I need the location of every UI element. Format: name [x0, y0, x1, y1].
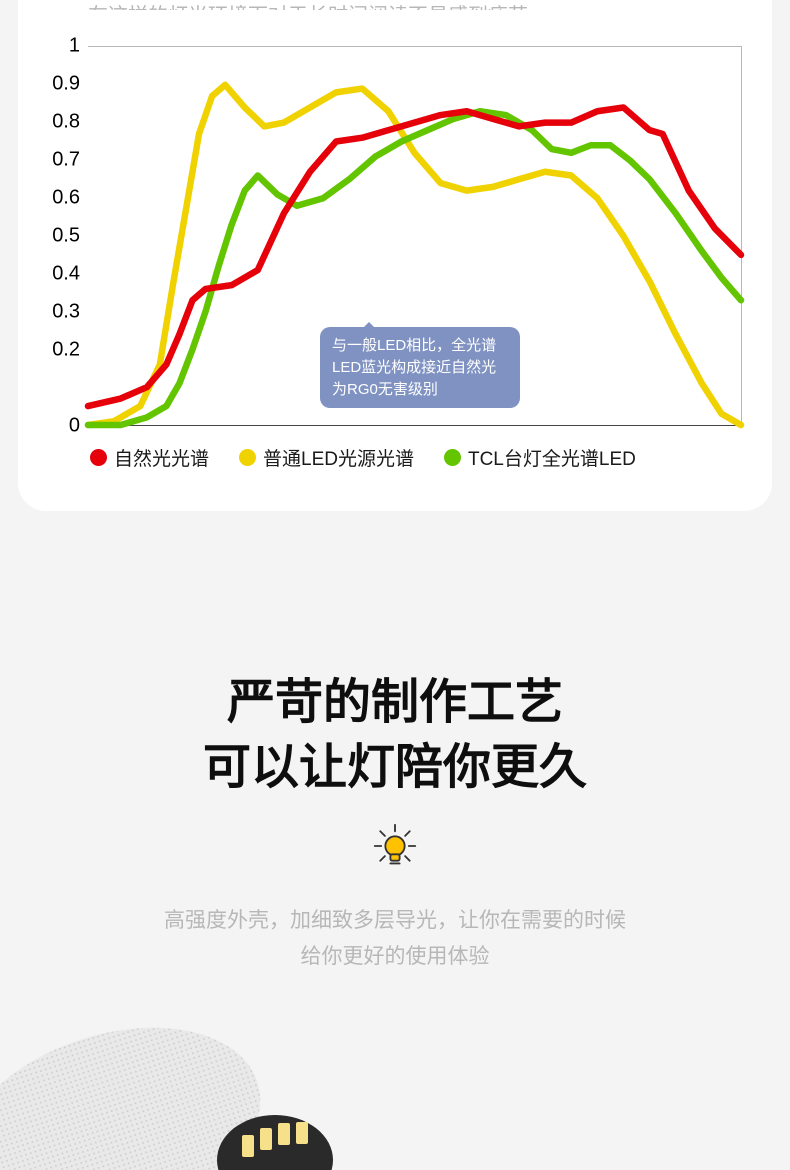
legend-dot-icon	[444, 449, 461, 466]
y-tick: 0.2	[52, 339, 80, 362]
y-tick: 0.6	[52, 187, 80, 210]
y-axis: 00.20.30.40.50.60.70.80.91	[38, 46, 88, 426]
spectrum-chart: 00.20.30.40.50.60.70.80.91 与一般LED相比，全光谱L…	[38, 46, 752, 426]
legend-item: 普通LED光源光谱	[239, 444, 414, 471]
chart-legend: 自然光光谱 普通LED光源光谱 TCL台灯全光谱LED	[38, 444, 752, 471]
y-tick: 0.7	[52, 149, 80, 172]
legend-label: 自然光光谱	[114, 444, 209, 471]
legend-item: 自然光光谱	[90, 444, 209, 471]
y-tick: 0.5	[52, 225, 80, 248]
y-tick: 0.9	[52, 73, 80, 96]
sub-line1: 高强度外壳，加细致多层导光，让你在需要的时候	[0, 903, 790, 940]
legend-item: TCL台灯全光谱LED	[444, 444, 636, 471]
craft-section: 严苛的制作工艺 可以让灯陪你更久 高强度外壳，加细致多层导光，让你在需要的时候 …	[0, 671, 790, 976]
section-sub: 高强度外壳，加细致多层导光，让你在需要的时候 给你更好的使用体验	[0, 903, 790, 977]
legend-label: TCL台灯全光谱LED	[468, 444, 636, 471]
chart-callout: 与一般LED相比，全光谱LED蓝光构成接近自然光为RG0无害级别	[320, 327, 520, 408]
lamp-head-illustration	[0, 970, 370, 1170]
y-tick: 0.8	[52, 111, 80, 134]
legend-label: 普通LED光源光谱	[263, 444, 414, 471]
section-heading-line2: 可以让灯陪你更久	[0, 736, 790, 801]
chart-card: 在这样的灯光环境下对于长时间阅读不易感到疲劳 0 0.2 0.3 0.4 0.5 0.6 0…	[18, 0, 772, 511]
y-tick: 0	[69, 415, 80, 438]
legend-dot-icon	[90, 449, 107, 466]
y-tick: 0.4	[52, 263, 80, 286]
section-heading-line1: 严苛的制作工艺	[0, 671, 790, 736]
legend-dot-icon	[239, 449, 256, 466]
y-tick: 0.3	[52, 301, 80, 324]
card-subtext: 在这样的灯光环境下对于长时间阅读不易感到疲劳	[38, 0, 752, 10]
y-tick: 1	[69, 35, 80, 58]
plot-area: 与一般LED相比，全光谱LED蓝光构成接近自然光为RG0无害级别	[88, 46, 742, 426]
sub-line2: 给你更好的使用体验	[0, 939, 790, 976]
bulb-icon	[372, 823, 418, 869]
